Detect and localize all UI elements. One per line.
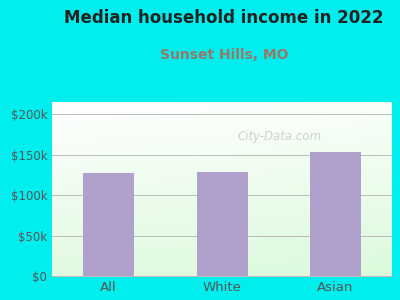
Text: Median household income in 2022: Median household income in 2022 bbox=[64, 9, 384, 27]
Text: City-Data.com: City-Data.com bbox=[238, 130, 322, 143]
Text: Sunset Hills, MO: Sunset Hills, MO bbox=[160, 48, 288, 62]
Bar bbox=[196, 172, 248, 276]
Bar bbox=[310, 152, 361, 276]
Bar bbox=[83, 173, 134, 276]
